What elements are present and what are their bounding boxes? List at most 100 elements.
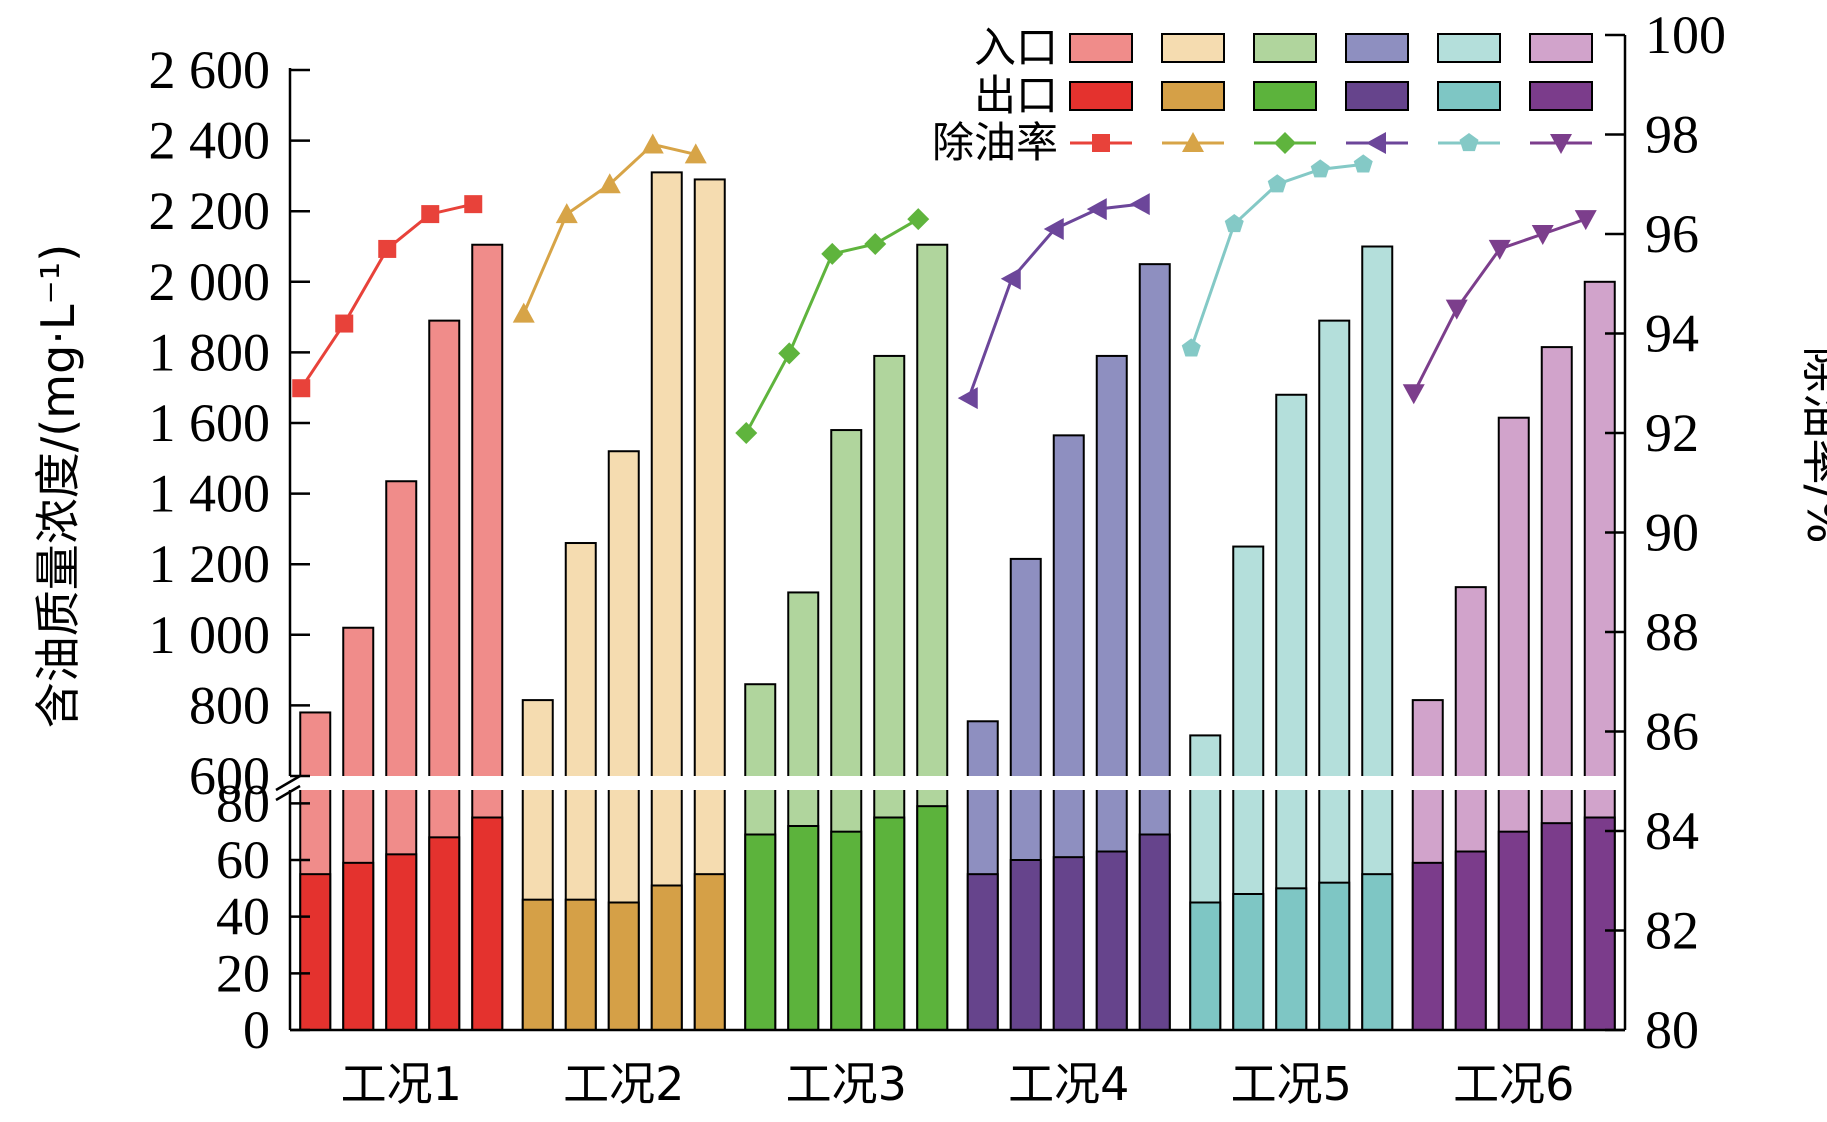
outlet-bar xyxy=(1318,881,1351,1032)
y-left-tick-label: 40 xyxy=(216,887,270,947)
axis-break-mark xyxy=(275,774,301,792)
y-left-tick-label: 600 xyxy=(189,746,270,806)
outlet-bar xyxy=(1275,887,1308,1031)
legend-marker xyxy=(1092,134,1110,152)
removal-rate-point xyxy=(1574,210,1597,231)
y-left-tick-label: 1 200 xyxy=(149,534,271,594)
removal-rate-point xyxy=(1310,159,1330,178)
outlet-bar xyxy=(966,873,999,1032)
y-left-tick-label: 2 200 xyxy=(149,181,271,241)
outlet-bar xyxy=(1583,816,1616,1031)
outlet-bar xyxy=(1361,873,1394,1032)
removal-rate-point xyxy=(378,239,397,258)
outlet-bar xyxy=(787,825,820,1031)
outlet-bar xyxy=(1189,901,1222,1031)
y-axis-right-label: 除油率/% xyxy=(1797,346,1827,543)
removal-rate-point xyxy=(598,173,621,194)
removal-rate-point xyxy=(421,205,440,224)
outlet-bar xyxy=(1454,850,1487,1031)
legend-swatch-inlet xyxy=(1161,33,1225,63)
y-left-tick-label: 2 400 xyxy=(149,111,271,171)
y-left-tick-label: 2 600 xyxy=(149,40,271,100)
removal-rate-point xyxy=(1402,384,1425,405)
y-right-tick-label: 90 xyxy=(1645,503,1699,563)
y-right-tick-label: 100 xyxy=(1645,5,1726,65)
axis-break-gap xyxy=(250,776,1645,790)
axis-break xyxy=(250,774,1645,802)
legend-label: 入口 xyxy=(974,23,1058,72)
category-label: 工况4 xyxy=(1008,1057,1129,1111)
removal-rate-point xyxy=(1181,338,1201,357)
legend-swatch-outlet xyxy=(1161,81,1225,111)
y-right-tick-label: 96 xyxy=(1645,204,1699,264)
outlet-bar xyxy=(428,836,461,1031)
removal-rate-point xyxy=(821,242,844,265)
y-right-tick-label: 84 xyxy=(1645,801,1699,861)
outlet-bar xyxy=(299,873,332,1032)
outlet-bar xyxy=(1411,861,1444,1031)
y-axis-left-label: 含油质量浓度/(mg·L⁻¹) xyxy=(31,244,85,728)
legend-swatch-outlet xyxy=(1069,81,1133,111)
outlet-bar xyxy=(471,816,504,1031)
outlet-bar xyxy=(1009,859,1042,1031)
y-left-tick-label: 0 xyxy=(243,1000,270,1060)
outlet-bar xyxy=(564,898,597,1032)
removal-rate-point xyxy=(1000,267,1021,290)
removal-rate-point xyxy=(957,387,978,410)
removal-rate-point xyxy=(641,133,664,154)
legend-marker xyxy=(1366,132,1386,154)
removal-rate-point xyxy=(335,314,354,333)
legend-swatch-inlet xyxy=(1529,33,1593,63)
outlet-bar xyxy=(650,884,683,1031)
legend-marker xyxy=(1274,132,1296,154)
legend-swatch-inlet xyxy=(1437,33,1501,63)
legend-swatch-outlet xyxy=(1529,81,1593,111)
outlet-bar xyxy=(1540,822,1573,1032)
category-label: 工况1 xyxy=(341,1057,462,1111)
y-left-tick-label: 20 xyxy=(216,943,270,1003)
outlet-bar xyxy=(1052,856,1085,1032)
y-right-tick-label: 86 xyxy=(1645,702,1699,762)
removal-rate-point xyxy=(555,203,578,224)
y-left-tick-label: 1 400 xyxy=(149,464,271,524)
removal-rate-point xyxy=(464,195,483,214)
legend-swatch-outlet xyxy=(1437,81,1501,111)
removal-rate-point xyxy=(907,208,930,231)
legend-swatch-outlet xyxy=(1253,81,1317,111)
y-left-tick-label: 1 000 xyxy=(149,605,271,665)
axis-break-mark xyxy=(275,784,301,802)
legend-label: 出口 xyxy=(974,71,1058,120)
y-right-tick-label: 98 xyxy=(1645,105,1699,165)
outlet-bar xyxy=(342,861,375,1031)
removal-rate-point xyxy=(1043,218,1064,241)
y-right-tick-label: 88 xyxy=(1645,602,1699,662)
y-left-tick-label: 60 xyxy=(216,830,270,890)
removal-rate-point xyxy=(778,342,801,365)
legend-marker xyxy=(1182,132,1204,152)
category-label: 工况3 xyxy=(786,1057,907,1111)
outlet-bar xyxy=(385,853,418,1031)
outlet-bar xyxy=(830,830,863,1032)
outlet-bar xyxy=(744,833,777,1031)
removal-rate-point xyxy=(1445,299,1468,320)
legend-marker xyxy=(1459,133,1479,152)
y-right-tick-label: 92 xyxy=(1645,403,1699,463)
removal-rate-point xyxy=(1353,154,1373,173)
removal-rate-point xyxy=(1129,193,1150,216)
removal-rate-point xyxy=(735,422,758,444)
removal-rate-point xyxy=(684,143,707,164)
y-left-tick-label: 1 600 xyxy=(149,393,271,453)
outlet-bar xyxy=(607,901,640,1031)
outlet-bar xyxy=(521,898,554,1032)
y-left-tick-label: 80 xyxy=(216,773,270,833)
y-right-tick-label: 80 xyxy=(1645,1000,1699,1060)
removal-rate-point xyxy=(512,302,535,323)
outlet-bar xyxy=(1232,893,1265,1031)
removal-rate-point xyxy=(292,379,311,398)
bars-layer xyxy=(299,171,1616,1032)
y-right-tick-label: 82 xyxy=(1645,901,1699,961)
category-label: 工况6 xyxy=(1453,1057,1574,1111)
removal-rate-point xyxy=(1531,225,1554,245)
